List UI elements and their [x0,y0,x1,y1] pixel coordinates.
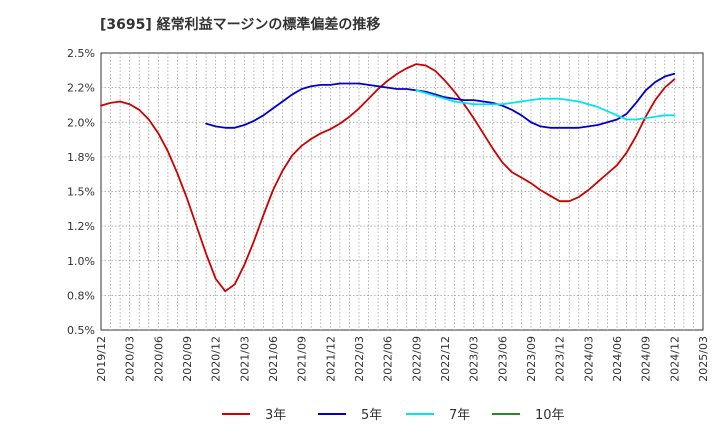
series-line-1 [100,63,676,293]
series-line-3 [415,89,676,121]
x-tick-label: 2021/03 [238,336,251,382]
grid-layer [101,53,703,330]
x-tick-label: 2020/09 [181,336,194,382]
y-tick-label: 0.8% [67,289,95,302]
x-tick-label: 2023/09 [525,336,538,382]
x-tick-label: 2021/06 [267,336,280,382]
y-tick-label: 1.8% [67,151,95,164]
x-tick-label: 2024/09 [640,336,653,382]
x-tick-label: 2023/06 [496,336,509,382]
y-tick-label: 1.2% [67,220,95,233]
x-tick-label: 2019/12 [95,336,108,382]
x-tick-label: 2020/06 [152,336,165,382]
y-tick-label: 2.5% [67,47,95,60]
series-line-2 [205,72,676,129]
x-tick-label: 2023/03 [468,336,481,382]
y-tick-label: 2.0% [67,116,95,129]
x-tick-label: 2022/12 [439,336,452,382]
legend: 3年 5年 7年 10年 [222,408,565,423]
x-tick-label: 2022/03 [353,336,366,382]
y-tick-label: 2.2% [67,82,95,95]
x-tick-label: 2025/03 [697,336,710,382]
legend-label-4: 10年 [535,408,565,423]
x-tick-label: 2024/06 [611,336,624,382]
chart-title: [3695] 経常利益マージンの標準偏差の推移 [100,17,381,33]
x-tick-label: 2024/03 [582,336,595,382]
y-tick-label: 0.5% [67,324,95,337]
x-tick-label: 2022/06 [382,336,395,382]
x-tick-label: 2021/12 [324,336,337,382]
x-tick-label: 2023/12 [554,336,567,382]
x-tick-label: 2022/09 [410,336,423,382]
x-tick-label: 2021/09 [296,336,309,382]
legend-label-2: 5年 [361,408,382,423]
legend-label-3: 7年 [449,408,470,423]
y-tick-label: 1.0% [67,255,95,268]
legend-label-1: 3年 [265,408,286,423]
x-tick-label: 2020/03 [124,336,137,382]
x-tick-label: 2024/12 [668,336,681,382]
series-layer [100,63,676,293]
y-tick-label: 1.5% [67,186,95,199]
tick-layer: 0.5% 0.8% 1.0% 1.2% 1.5% 1.8% 2.0% 2.2% 2.5% 2019… [67,47,710,382]
x-tick-label: 2020/12 [210,336,223,382]
